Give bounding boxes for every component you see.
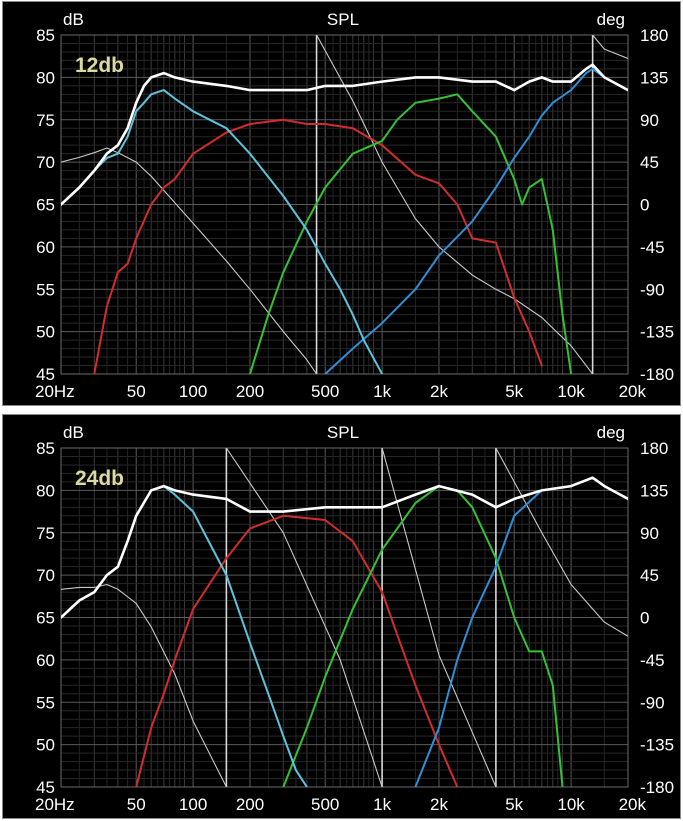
line-phase-0: [61, 147, 318, 374]
series-tweeter: [249, 93, 573, 374]
x-tick-label: 500: [311, 795, 339, 814]
y-tick-label: 75: [36, 111, 55, 130]
x-tick-label: 100: [179, 382, 207, 401]
y-tick-label: 50: [36, 736, 55, 755]
x-tick-label: 20k: [619, 795, 647, 814]
x-tick-label: 2k: [430, 382, 448, 401]
y2-tick-label: -180: [640, 778, 674, 797]
x-tick-label: 5k: [505, 382, 523, 401]
x-tick-label: 2k: [430, 795, 448, 814]
x-tick-label: 200: [236, 382, 264, 401]
line-mid-0: [93, 118, 543, 374]
chart-panel-12db: 45 50 55 60 65 70 75 80 85 -180 -135 -90 -45 0 45 90 135…: [2, 1, 681, 406]
slope-annotation: 24db: [75, 467, 124, 490]
y2-tick-label: -90: [640, 693, 665, 712]
y2-tick-label: 90: [640, 111, 659, 130]
line-tweeter-0: [249, 93, 573, 374]
line-mid-0: [135, 514, 459, 787]
y-tick-label: 55: [36, 280, 55, 299]
y-tick-label: 60: [36, 651, 55, 670]
y2-tick-label: 90: [640, 524, 659, 543]
left-axis-unit: dB: [63, 423, 84, 442]
y-tick-label: 85: [36, 439, 55, 458]
y2-tick-label: -135: [640, 736, 674, 755]
line-phase-1: [316, 35, 594, 374]
y2-tick-label: 180: [640, 26, 668, 45]
x-tick-label: 10k: [557, 795, 585, 814]
chart-panel-24db: 45 50 55 60 65 70 75 80 85 -180 -135 -90 -45 0 45 90 135…: [2, 414, 681, 819]
spl-chart-12db: 45 50 55 60 65 70 75 80 85 -180 -135 -90 -45 0 45 90 135…: [35, 10, 674, 401]
line-sum-0: [61, 63, 628, 206]
y2-tick-label: 45: [640, 153, 659, 172]
line-phase-1: [225, 448, 383, 787]
line-phase-0: [61, 583, 227, 787]
y-tick-label: 80: [36, 481, 55, 500]
y2-tick-label: -45: [640, 238, 665, 257]
x-tick-label: 10k: [557, 382, 585, 401]
line-phase-2: [381, 448, 497, 787]
x-tick-label: 200: [236, 795, 264, 814]
series-sum: [61, 63, 628, 206]
slope-annotation: 12db: [75, 54, 124, 77]
chart-title: SPL: [327, 10, 359, 29]
y-tick-label: 65: [36, 196, 55, 215]
y-tick-label: 85: [36, 26, 55, 45]
y-tick-label: 45: [36, 365, 55, 384]
y2-tick-label: 0: [640, 609, 649, 628]
x-tick-label: 20k: [619, 382, 647, 401]
right-axis-unit: deg: [597, 10, 625, 29]
line-phase-2: [592, 35, 628, 60]
y-tick-label: 80: [36, 68, 55, 87]
series-mid: [93, 118, 543, 374]
right-axis-unit: deg: [597, 423, 625, 442]
x-tick-label: 500: [311, 382, 339, 401]
y-tick-label: 45: [36, 778, 55, 797]
grid-lines: [60, 34, 629, 375]
y2-tick-label: -135: [640, 323, 674, 342]
y2-tick-label: 135: [640, 68, 668, 87]
grid-lines: [60, 447, 629, 788]
y2-tick-label: 45: [640, 566, 659, 585]
x-tick-label: 20Hz: [35, 382, 75, 401]
series-sum: [61, 476, 628, 619]
y-tick-label: 70: [36, 153, 55, 172]
y2-tick-label: 180: [640, 439, 668, 458]
y2-tick-label: 135: [640, 481, 668, 500]
line-woofer-0: [61, 89, 384, 374]
y-tick-label: 55: [36, 693, 55, 712]
y2-tick-label: -180: [640, 365, 674, 384]
spl-chart-24db: 45 50 55 60 65 70 75 80 85 -180 -135 -90 -45 0 45 90 135…: [35, 423, 674, 814]
x-tick-label: 100: [179, 795, 207, 814]
series-woofer: [61, 89, 384, 374]
series-phase: [61, 35, 628, 374]
y-tick-label: 75: [36, 524, 55, 543]
y-tick-label: 70: [36, 566, 55, 585]
x-tick-label: 1k: [373, 382, 391, 401]
x-tick-label: 1k: [373, 795, 391, 814]
y-tick-label: 50: [36, 323, 55, 342]
series-super-tweeter: [324, 67, 628, 374]
y-tick-label: 65: [36, 609, 55, 628]
y2-tick-label: -90: [640, 280, 665, 299]
x-tick-label: 5k: [505, 795, 523, 814]
y2-tick-label: -45: [640, 651, 665, 670]
chart-title: SPL: [327, 423, 359, 442]
x-tick-label: 50: [127, 382, 146, 401]
x-tick-label: 20Hz: [35, 795, 75, 814]
y-tick-label: 60: [36, 238, 55, 257]
line-sum-0: [61, 476, 628, 619]
x-tick-label: 50: [127, 795, 146, 814]
series-mid: [135, 514, 459, 787]
y2-tick-label: 0: [640, 196, 649, 215]
left-axis-unit: dB: [63, 10, 84, 29]
line-super-tweeter-0: [324, 67, 628, 374]
